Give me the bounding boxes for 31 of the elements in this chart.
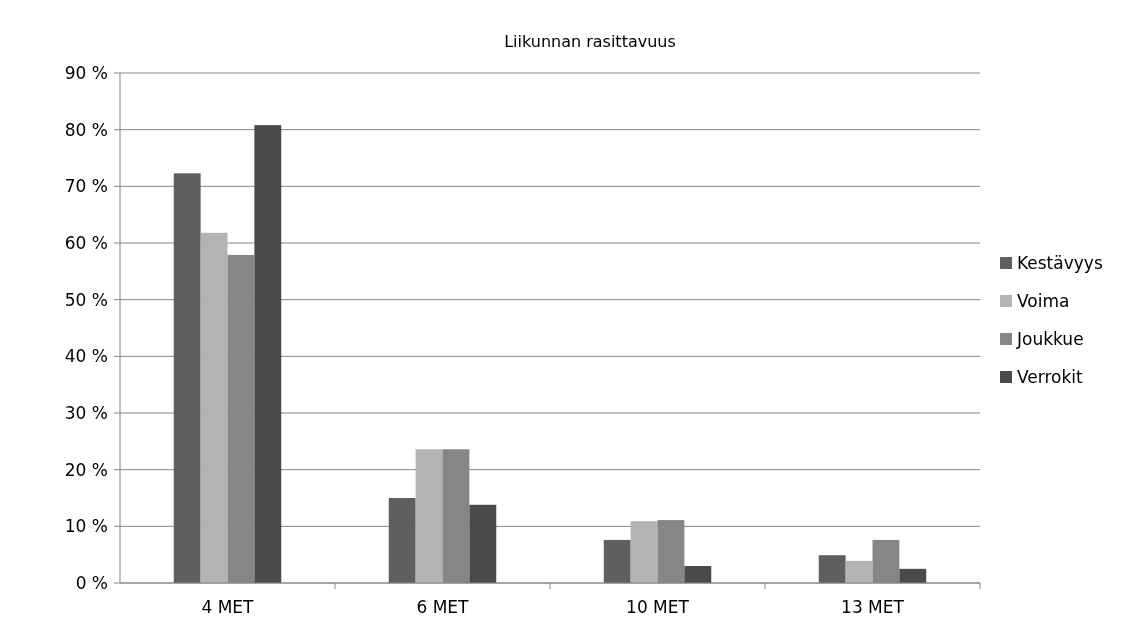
- bar: [200, 232, 228, 583]
- x-tick-label: 13 MET: [841, 597, 905, 617]
- legend-label: Voima: [1017, 290, 1070, 311]
- bar: [254, 125, 282, 583]
- bar: [388, 498, 416, 583]
- legend-label: Verrokit: [1017, 366, 1084, 387]
- x-tick-label: 6 MET: [416, 597, 470, 617]
- bar: [899, 568, 927, 583]
- y-tick-label: 60 %: [64, 232, 108, 253]
- bar: [415, 449, 443, 583]
- y-tick-label: 70 %: [64, 176, 108, 197]
- bar: [845, 560, 873, 583]
- bar: [469, 504, 497, 583]
- bar: [603, 539, 631, 583]
- bar: [684, 566, 712, 583]
- y-tick-label: 90 %: [64, 62, 108, 83]
- y-tick-label: 50 %: [64, 289, 108, 310]
- y-tick-label: 10 %: [64, 516, 108, 537]
- y-tick-label: 20 %: [64, 459, 108, 480]
- chart-title: Liikunnan rasittavuus: [504, 32, 676, 51]
- bar: [630, 521, 658, 583]
- y-tick-label: 30 %: [64, 402, 108, 423]
- legend-label: Kestävyys: [1017, 252, 1103, 273]
- y-tick-label: 0 %: [75, 572, 108, 593]
- bar: [818, 555, 846, 583]
- y-tick-label: 40 %: [64, 346, 108, 367]
- bar: [173, 173, 201, 583]
- x-tick-label: 4 MET: [201, 597, 255, 617]
- legend-label: Joukkue: [1016, 328, 1084, 349]
- y-tick-label: 80 %: [64, 119, 108, 140]
- x-tick-label: 10 MET: [626, 597, 690, 617]
